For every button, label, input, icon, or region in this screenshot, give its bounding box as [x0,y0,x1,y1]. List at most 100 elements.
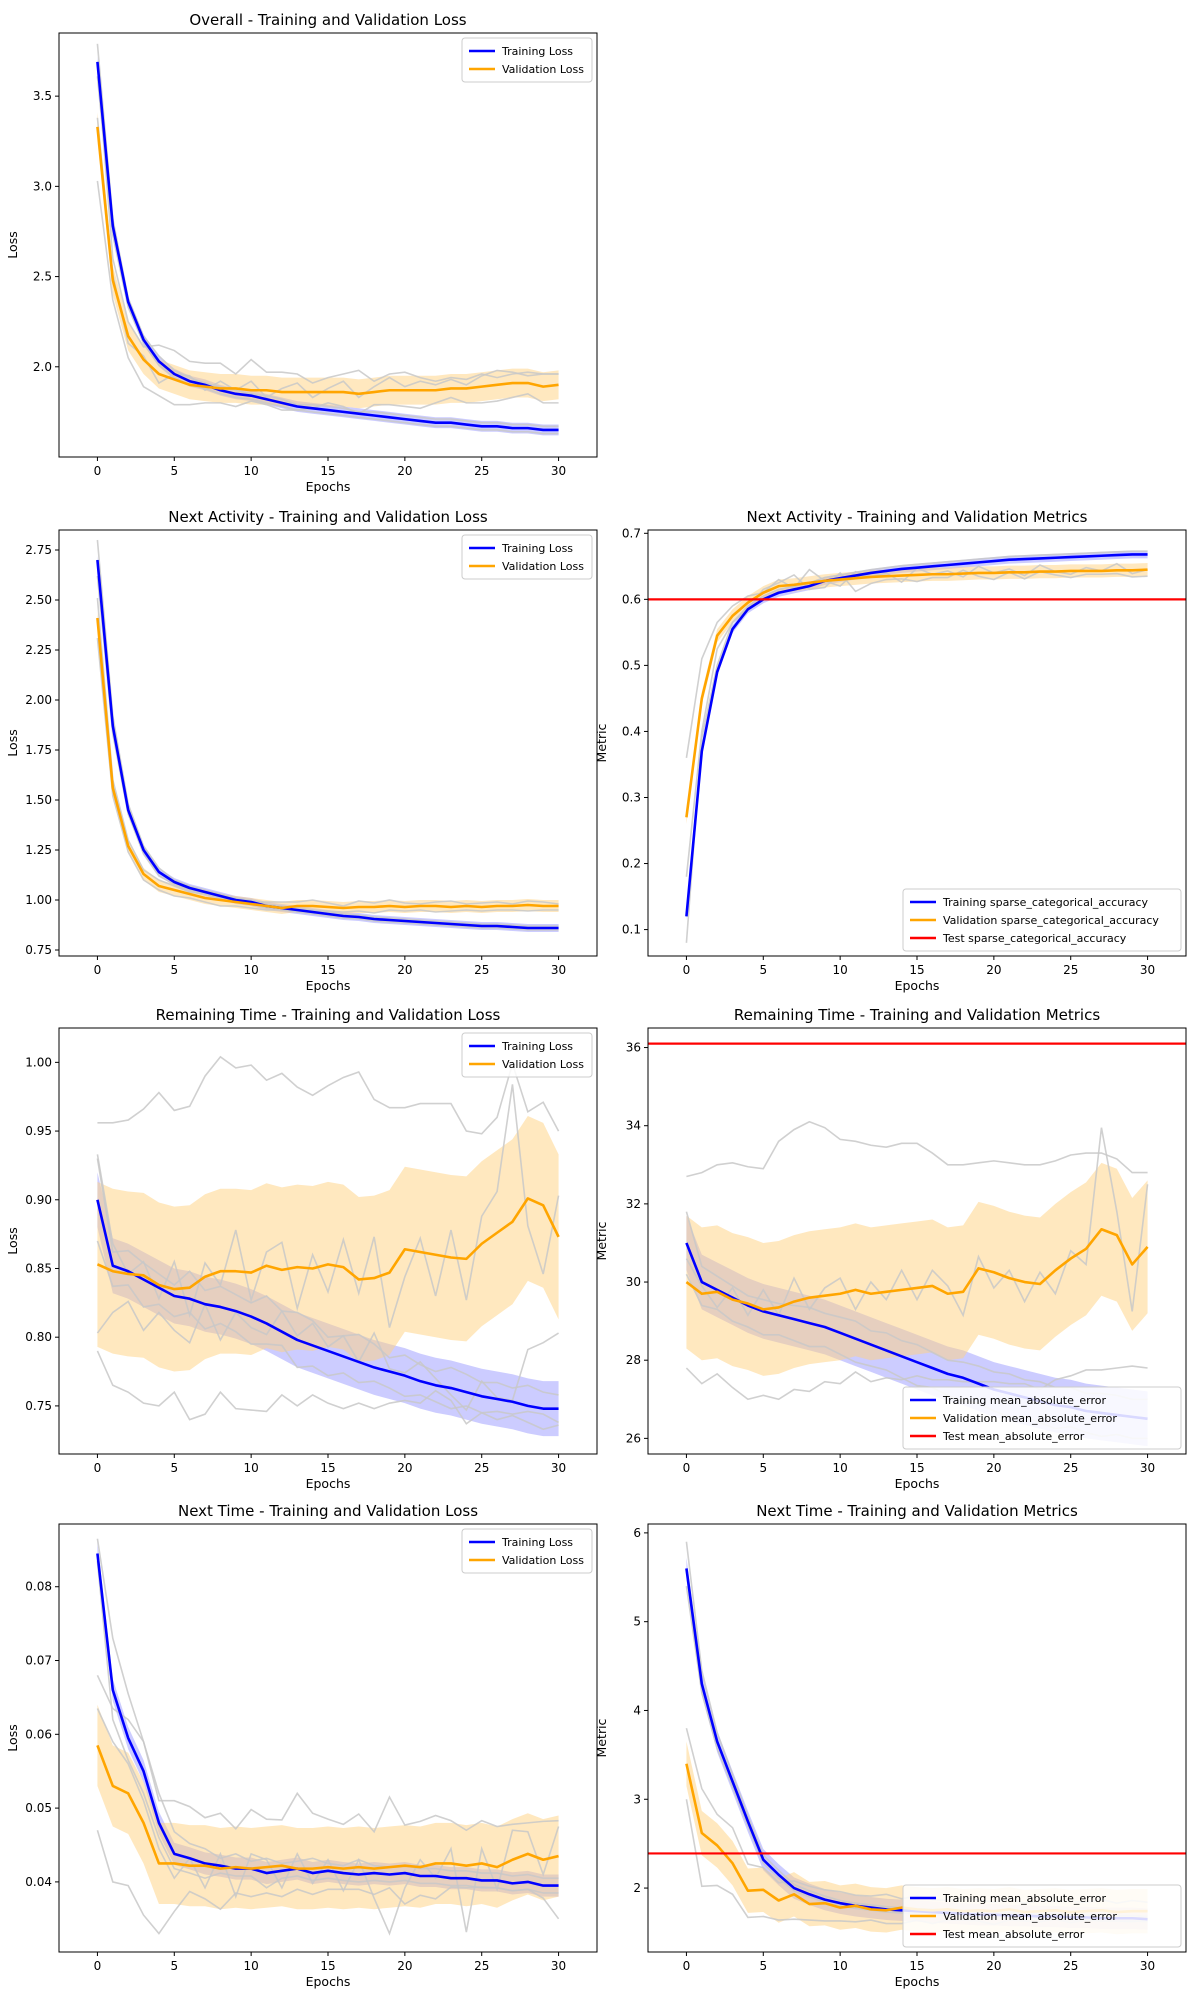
x-tick-label: 15 [909,1461,924,1475]
x-tick-label: 20 [986,1461,1001,1475]
y-tick-label: 0.75 [25,943,52,957]
legend-entry-label: Validation Loss [502,1058,584,1071]
y-tick-label: 2.50 [25,593,52,607]
y-tick-label: 0.80 [25,1330,52,1344]
y-tick-label: 0.85 [25,1261,52,1275]
validation-band [686,1162,1148,1376]
x-axis-label: Epochs [306,978,351,993]
y-tick-label: 0.08 [25,1580,52,1594]
legend-entry-label: Training Loss [501,45,573,58]
x-tick-label: 25 [1063,1959,1078,1973]
y-tick-label: 34 [626,1119,641,1133]
y-axis-label: Loss [5,231,20,258]
legend-entry-label: Validation mean_absolute_error [943,1412,1117,1425]
legend: Training Loss Validation Loss [461,1528,593,1574]
legend: Training Loss Validation Loss [461,1032,593,1078]
y-tick-label: 0.5 [622,658,641,672]
legend-box [461,37,593,83]
y-tick-label: 0.1 [622,923,641,937]
y-tick-label: 2.5 [33,270,52,284]
fold-curve-4 [96,637,559,914]
x-tick-label: 5 [170,963,178,977]
x-tick-label: 30 [551,464,566,478]
y-tick-label: 1.50 [25,793,52,807]
x-tick-label: 0 [94,963,102,977]
legend-entry-label: Validation Loss [502,560,584,573]
y-axis-label: Loss [5,729,20,756]
y-tick-label: 32 [626,1197,641,1211]
legend: Training sparse_categorical_accuracy Vali… [902,888,1182,952]
x-tick-label: 0 [683,1959,691,1973]
x-tick-label: 15 [320,963,335,977]
fold-curve-3 [685,569,1148,877]
chart-title: Remaining Time - Training and Validation… [734,1006,1100,1024]
legend: Training mean_absolute_error Validation m… [902,1386,1182,1450]
validation-series-line [685,568,1148,818]
y-tick-label: 1.00 [25,893,52,907]
x-tick-label: 25 [1063,1461,1078,1475]
x-tick-label: 15 [320,1461,335,1475]
legend-entry-label: Test sparse_categorical_accuracy [942,932,1127,945]
x-tick-label: 10 [244,963,259,977]
chart-title: Next Time - Training and Validation Loss [178,1502,478,1520]
x-axis-label: Epochs [306,479,351,494]
legend-box [461,1528,593,1574]
legend-box [902,888,1182,952]
y-tick-label: 30 [626,1275,641,1289]
x-tick-label: 25 [474,963,489,977]
training-series-line [96,61,559,432]
x-tick-label: 5 [170,464,178,478]
chart-next_activity_metrics: 0 5 10 15 20 25 30 0.1 0.2 0.3 0.4 0.5 0.6 0.7 Next Ac… [594,508,1187,993]
x-tick-label: 30 [551,963,566,977]
y-tick-label: 0.3 [622,790,641,804]
y-tick-label: 0.4 [622,724,641,738]
y-tick-label: 2.25 [25,643,52,657]
validation-band [97,112,559,409]
x-tick-label: 30 [1140,963,1155,977]
x-tick-label: 20 [986,963,1001,977]
x-tick-label: 25 [474,464,489,478]
y-tick-label: 28 [626,1353,641,1367]
y-tick-label: 0.75 [25,1399,52,1413]
fold-curve-5 [96,1708,560,1936]
y-tick-label: 0.04 [25,1875,52,1889]
x-tick-label: 20 [397,1461,412,1475]
fold-curve-3 [97,1055,560,1135]
y-tick-label: 0.05 [25,1801,52,1815]
plot-area [96,1538,560,1936]
x-axis-label: Epochs [895,978,940,993]
legend: Training Loss Validation Loss [461,534,593,580]
chart-remaining_time_metrics: 0 5 10 15 20 25 30 26 28 30 32 34 36 Remaining Time -… [594,1006,1187,1491]
legend-box [461,1032,593,1078]
validation-band [97,1704,559,1910]
chart-title: Next Activity - Training and Validation … [168,508,488,526]
y-tick-label: 3.5 [33,89,52,103]
y-tick-label: 0.7 [622,526,641,540]
y-tick-label: 2 [633,1881,641,1895]
x-axis-label: Epochs [306,1476,351,1491]
legend-box [902,1884,1182,1948]
training-series-line [96,1199,559,1410]
x-axis-label: Epochs [895,1974,940,1989]
y-tick-label: 26 [626,1431,641,1445]
x-tick-label: 15 [909,963,924,977]
y-axis-label: Loss [5,1227,20,1254]
x-tick-label: 0 [683,963,691,977]
chart-title: Overall - Training and Validation Loss [189,11,466,29]
x-tick-label: 10 [244,1461,259,1475]
y-tick-label: 0.07 [25,1654,52,1668]
chart-next_time_metrics: 0 5 10 15 20 25 30 2 3 4 5 6 Next Time - Training an… [594,1502,1187,1989]
legend-entry-label: Training mean_absolute_error [942,1394,1106,1407]
chart-title: Next Activity - Training and Validation … [747,508,1088,526]
fold-curve-1 [685,550,1148,943]
x-tick-label: 0 [94,464,102,478]
fold-curve-1 [96,43,559,428]
y-tick-label: 2.75 [25,543,52,557]
chart-remaining_time_loss: 0 5 10 15 20 25 30 0.75 0.80 0.85 0.90 0.95 1.00 Rema… [5,1006,598,1491]
x-tick-label: 25 [1063,963,1078,977]
y-tick-label: 5 [633,1615,641,1629]
x-tick-label: 15 [909,1959,924,1973]
fold-curve-4 [96,1350,559,1425]
fold-curve-2 [96,76,559,435]
